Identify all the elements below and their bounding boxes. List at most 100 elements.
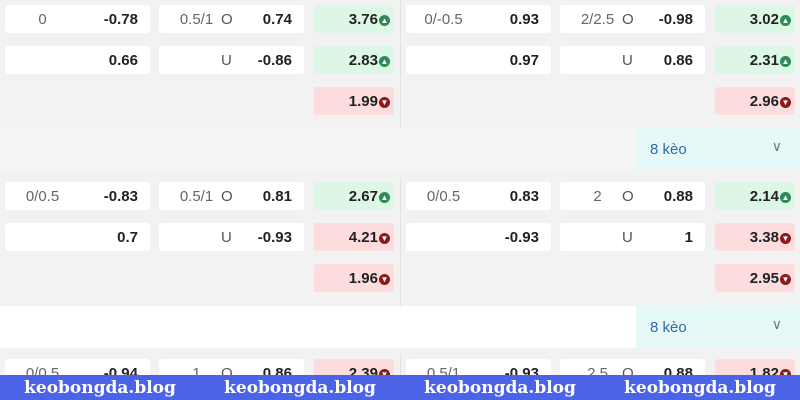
1x2-odds-cell[interactable]: 2.96 ▼ <box>715 87 795 115</box>
more-odds-button[interactable]: 8 kèo ∨ <box>636 128 800 170</box>
handicap-odd: 0.7 <box>117 229 138 246</box>
watermark-text: keobongda.blog <box>224 377 376 398</box>
more-odds-button[interactable]: 8 kèo ∨ <box>636 306 800 348</box>
over-under-line: 0.5/1 <box>179 188 214 205</box>
watermark-text: keobongda.blog <box>624 377 776 398</box>
arrow-up-circle-icon: ▲ <box>780 15 791 26</box>
handicap-cell[interactable]: 0 -0.78 <box>5 5 150 33</box>
handicap-cell[interactable]: 0/0.5 -0.83 <box>5 182 150 210</box>
over-under-side: O <box>221 11 233 28</box>
over-under-side: O <box>622 11 634 28</box>
chevron-down-icon: ∨ <box>771 316 782 332</box>
arrow-down-circle-icon: ▼ <box>379 369 390 380</box>
1x2-odd: 2.67 <box>348 188 378 205</box>
over-under-side: U <box>622 229 633 246</box>
over-under-odd: 0.74 <box>262 11 292 28</box>
arrow-down-circle-icon: ▼ <box>379 97 390 108</box>
1x2-odds-cell[interactable]: 4.21 ▼ <box>314 223 394 251</box>
more-odds-label: 8 kèo <box>650 319 687 336</box>
1x2-odd: 2.96 <box>749 93 779 110</box>
1x2-odds-cell[interactable]: 1.99 ▼ <box>314 87 394 115</box>
over-under-line: 0.5/1 <box>179 11 214 28</box>
over-under-cell[interactable]: 0.5/1 O 0.81 <box>159 182 304 210</box>
handicap-odd: 0.66 <box>108 52 138 69</box>
over-under-side: O <box>221 188 233 205</box>
handicap-odd: 0.93 <box>509 11 539 28</box>
over-under-line: 2/2.5 <box>580 11 615 28</box>
match-group: 0/0.5 -0.83 0.5/1 O 0.81 2.67 ▲ 0.7 U -0.93 4.21 ▼ 1… <box>0 177 800 307</box>
handicap-cell[interactable]: 0.97 <box>406 46 551 74</box>
handicap-cell[interactable]: 0.7 <box>5 223 150 251</box>
arrow-up-circle-icon: ▲ <box>379 15 390 26</box>
over-under-odd: -0.98 <box>658 11 693 28</box>
match-group: 0 -0.78 0.5/1 O 0.74 3.76 ▲ 0.66 U -0.86 2.83 ▲ 1.99… <box>0 0 800 127</box>
over-under-odd: 0.86 <box>663 52 693 69</box>
1x2-odd: 1.96 <box>348 270 378 287</box>
over-under-side: U <box>221 229 232 246</box>
more-odds-label: 8 kèo <box>650 141 687 158</box>
over-under-cell[interactable]: U 0.86 <box>560 46 705 74</box>
1x2-odd: 3.38 <box>749 229 779 246</box>
1x2-odd: 2.31 <box>749 52 779 69</box>
arrow-down-circle-icon: ▼ <box>780 369 791 380</box>
over-under-cell[interactable]: 2/2.5 O -0.98 <box>560 5 705 33</box>
handicap-odd: 0.97 <box>509 52 539 69</box>
over-under-line: 2 <box>593 188 602 205</box>
handicap-line: 0/0.5 <box>25 188 60 205</box>
1x2-odd: 2.83 <box>348 52 378 69</box>
1x2-odds-cell[interactable]: 3.02 ▲ <box>715 5 795 33</box>
more-odds-row: 8 kèo ∨ <box>0 306 800 348</box>
over-under-side: U <box>221 52 232 69</box>
over-under-odd: 0.88 <box>663 188 693 205</box>
1x2-odds-cell[interactable]: 3.38 ▼ <box>715 223 795 251</box>
arrow-down-circle-icon: ▼ <box>379 274 390 285</box>
handicap-odd: 0.83 <box>509 188 539 205</box>
1x2-odds-cell[interactable]: 3.76 ▲ <box>314 5 394 33</box>
over-under-cell[interactable]: 0.5/1 O 0.74 <box>159 5 304 33</box>
handicap-line: 0/-0.5 <box>424 11 463 28</box>
1x2-odds-cell[interactable]: 2.95 ▼ <box>715 264 795 292</box>
1x2-odd: 3.02 <box>749 11 779 28</box>
1x2-odd: 4.21 <box>348 229 378 246</box>
arrow-down-circle-icon: ▼ <box>379 233 390 244</box>
1x2-odd: 2.95 <box>749 270 779 287</box>
1x2-odds-cell[interactable]: 2.83 ▲ <box>314 46 394 74</box>
over-under-cell[interactable]: U -0.86 <box>159 46 304 74</box>
arrow-up-circle-icon: ▲ <box>379 56 390 67</box>
more-odds-row: 8 kèo ∨ <box>0 128 800 170</box>
column-divider <box>400 0 401 127</box>
over-under-line: 1 <box>192 365 201 382</box>
1x2-odd: 2.14 <box>749 188 779 205</box>
arrow-up-circle-icon: ▲ <box>379 192 390 203</box>
over-under-odd: -0.86 <box>257 52 292 69</box>
over-under-side: U <box>622 52 633 69</box>
watermark-bar: keobongda.blog keobongda.blog keobongda.… <box>0 375 800 400</box>
handicap-cell[interactable]: -0.93 <box>406 223 551 251</box>
watermark-text: keobongda.blog <box>24 377 176 398</box>
1x2-odds-cell[interactable]: 2.14 ▲ <box>715 182 795 210</box>
handicap-line: 0 <box>38 11 47 28</box>
column-divider <box>400 177 401 307</box>
arrow-up-circle-icon: ▲ <box>780 192 791 203</box>
chevron-down-icon: ∨ <box>771 138 782 154</box>
handicap-cell[interactable]: 0/-0.5 0.93 <box>406 5 551 33</box>
1x2-odds-cell[interactable]: 2.67 ▲ <box>314 182 394 210</box>
handicap-odd: -0.93 <box>504 229 539 246</box>
arrow-down-circle-icon: ▼ <box>780 233 791 244</box>
handicap-odd: -0.78 <box>103 11 138 28</box>
over-under-cell[interactable]: 2 O 0.88 <box>560 182 705 210</box>
handicap-cell[interactable]: 0/0.5 0.83 <box>406 182 551 210</box>
arrow-down-circle-icon: ▼ <box>780 97 791 108</box>
over-under-odd: 0.81 <box>262 188 292 205</box>
handicap-cell[interactable]: 0.66 <box>5 46 150 74</box>
over-under-side: O <box>622 188 634 205</box>
arrow-down-circle-icon: ▼ <box>780 274 791 285</box>
handicap-line: 0/0.5 <box>426 188 461 205</box>
over-under-odd: 1 <box>684 229 693 246</box>
1x2-odds-cell[interactable]: 2.31 ▲ <box>715 46 795 74</box>
arrow-up-circle-icon: ▲ <box>780 56 791 67</box>
over-under-cell[interactable]: U -0.93 <box>159 223 304 251</box>
over-under-odd: -0.93 <box>257 229 292 246</box>
1x2-odds-cell[interactable]: 1.96 ▼ <box>314 264 394 292</box>
